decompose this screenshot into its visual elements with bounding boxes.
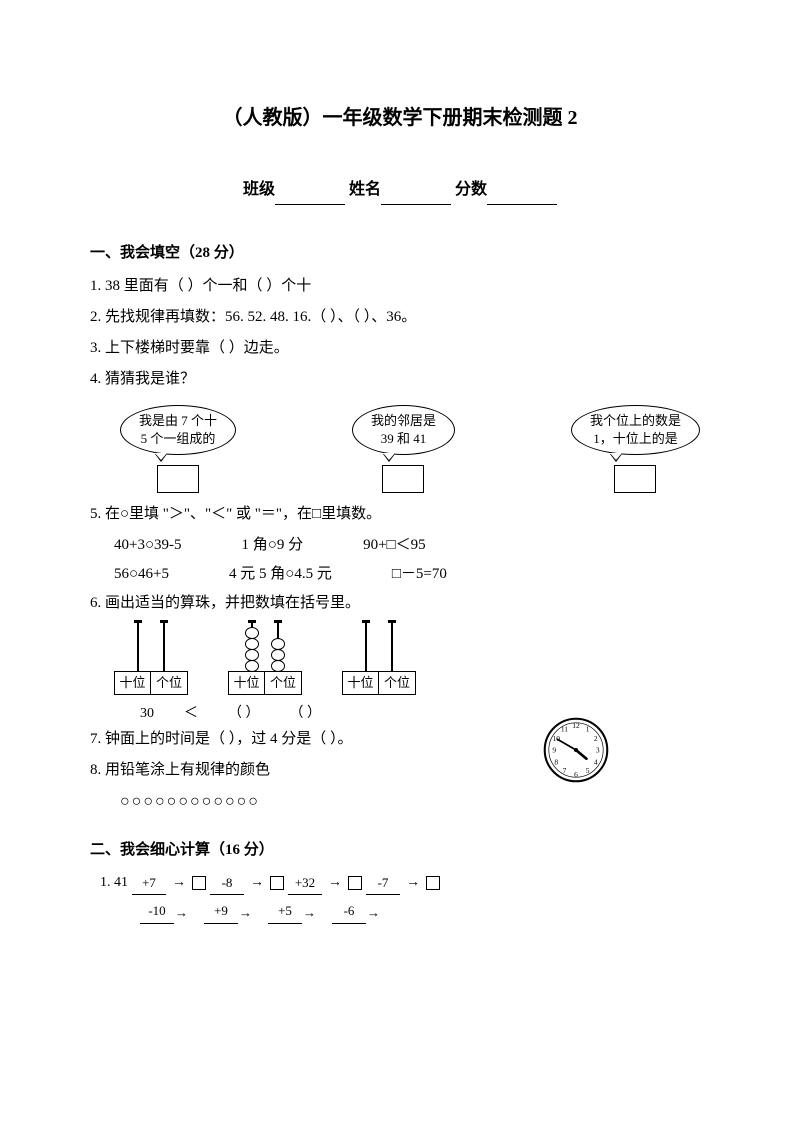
bubble-3-line2: 1，十位上的是 xyxy=(593,431,678,446)
abacus-2-tens-rod xyxy=(251,623,253,671)
answer-box-2[interactable] xyxy=(382,465,424,493)
svg-text:8: 8 xyxy=(554,758,558,767)
svg-text:10: 10 xyxy=(553,735,561,744)
chain-op-2: -8 xyxy=(210,871,244,895)
abacus-1-tens-label: 十位 xyxy=(115,672,151,694)
q6: 6. 画出适当的算珠，并把数填在括号里。 xyxy=(90,590,710,617)
bubble-1-line1: 我是由 7 个十 xyxy=(139,413,217,428)
chain-row-1: 1. 41 +7→ -8→ +32→ -7→ xyxy=(90,870,710,895)
q5-grid: 40+3○39-5 1 角○9 分 90+□＜95 56○46+5 4 元 5 … xyxy=(90,532,710,588)
bubble-group-1: 我是由 7 个十 5 个一组成的 xyxy=(120,405,236,493)
bubble-3-line1: 我个位上的数是 xyxy=(590,413,681,428)
section1-head: 一、我会填空（28 分） xyxy=(90,240,710,267)
bubble-2: 我的邻居是 39 和 41 xyxy=(352,405,455,455)
abacus-2: 十位 个位 xyxy=(228,623,302,695)
abacus-3-tens-rod xyxy=(365,623,367,671)
bubble-row: 我是由 7 个十 5 个一组成的 我的邻居是 39 和 41 我个位上的数是 1… xyxy=(90,397,710,493)
answer-box-1[interactable] xyxy=(157,465,199,493)
svg-text:11: 11 xyxy=(561,725,568,734)
abacus-1-ones-rod xyxy=(163,623,165,671)
q6-val1: 30 xyxy=(140,701,154,726)
name-blank[interactable] xyxy=(381,189,451,205)
clock-icon: 12 3 6 9 12 45 78 1011 xyxy=(542,716,610,784)
bubble-1: 我是由 7 个十 5 个一组成的 xyxy=(120,405,236,455)
arrow-icon: → xyxy=(250,870,264,895)
abacus-1: 十位 个位 xyxy=(114,623,188,695)
q8: 8. 用铅笔涂上有规律的颜色 xyxy=(90,757,710,784)
svg-text:12: 12 xyxy=(572,722,580,731)
abacus-3-ones-label: 个位 xyxy=(379,672,415,694)
class-blank[interactable] xyxy=(275,189,345,205)
abacus-1-ones-label: 个位 xyxy=(151,672,187,694)
chain2-op-4: -6 xyxy=(332,899,366,923)
bubble-2-line2: 39 和 41 xyxy=(381,431,427,446)
svg-text:3: 3 xyxy=(596,746,600,755)
abacus-3: 十位 个位 xyxy=(342,623,416,695)
student-info-line: 班级 姓名 分数 xyxy=(90,176,710,205)
section2-head: 二、我会细心计算（16 分） xyxy=(90,837,710,864)
chain-box[interactable] xyxy=(192,876,206,890)
pattern-circles: ○○○○○○○○○○○○ xyxy=(90,788,710,817)
q5-r2c1: 56○46+5 xyxy=(114,561,169,588)
chain-op-1: +7 xyxy=(132,871,166,895)
chain-start: 1. 41 xyxy=(100,870,128,895)
svg-text:7: 7 xyxy=(563,766,567,775)
svg-text:4: 4 xyxy=(594,758,598,767)
q3: 3. 上下楼梯时要靠（ ）边走。 xyxy=(90,335,710,362)
svg-text:1: 1 xyxy=(586,725,590,734)
q6-val3: （ ） xyxy=(290,701,322,726)
bubble-group-3: 我个位上的数是 1，十位上的是 xyxy=(571,405,700,493)
bead-icon xyxy=(245,660,259,672)
abacus-3-tens-label: 十位 xyxy=(343,672,379,694)
chain2-op-2: +9 xyxy=(204,899,238,923)
svg-text:9: 9 xyxy=(552,746,556,755)
chain2-op-3: +5 xyxy=(268,899,302,923)
chain2-op-1: -10 xyxy=(140,899,174,923)
q7: 7. 钟面上的时间是（ ），过 4 分是（ ）。 xyxy=(90,726,710,753)
score-label: 分数 xyxy=(455,181,487,198)
q6-val2: （ ） xyxy=(228,701,260,726)
abacus-row: 十位 个位 十位 个位 十位 xyxy=(90,623,710,695)
chain-op-3: +32 xyxy=(288,871,322,895)
q5-r1c3: 90+□＜95 xyxy=(363,532,426,559)
chain-row-2: -10 +9 +5 -6 xyxy=(90,899,710,923)
chain-box[interactable] xyxy=(348,876,362,890)
class-label: 班级 xyxy=(243,181,275,198)
svg-text:2: 2 xyxy=(594,735,598,744)
answer-box-3[interactable] xyxy=(614,465,656,493)
abacus-3-ones-rod xyxy=(391,623,393,671)
abacus-2-ones-rod xyxy=(277,623,279,671)
arrow-icon: → xyxy=(406,870,420,895)
q2: 2. 先找规律再填数：56. 52. 48. 16.（ ）、（ ）、36。 xyxy=(90,304,710,331)
bubble-1-line2: 5 个一组成的 xyxy=(141,431,216,446)
svg-text:6: 6 xyxy=(574,771,578,780)
svg-text:5: 5 xyxy=(586,766,590,775)
page-title: （人教版）一年级数学下册期末检测题 2 xyxy=(90,100,710,136)
arrow-icon: → xyxy=(328,870,342,895)
bubble-2-line1: 我的邻居是 xyxy=(371,413,436,428)
bubble-group-2: 我的邻居是 39 和 41 xyxy=(352,405,455,493)
abacus-2-tens-label: 十位 xyxy=(229,672,265,694)
chain-box[interactable] xyxy=(270,876,284,890)
q6-values: 30 ＜ （ ） （ ） xyxy=(90,701,710,726)
score-blank[interactable] xyxy=(487,189,557,205)
q4: 4. 猜猜我是谁？ xyxy=(90,366,710,393)
q1: 1. 38 里面有（ ）个一和（ ）个十 xyxy=(90,273,710,300)
bubble-3: 我个位上的数是 1，十位上的是 xyxy=(571,405,700,455)
chain-op-4: -7 xyxy=(366,871,400,895)
abacus-2-ones-label: 个位 xyxy=(265,672,301,694)
q5-r1c1: 40+3○39-5 xyxy=(114,532,182,559)
q5: 5. 在○里填 "＞"、"＜" 或 "＝"，在□里填数。 xyxy=(90,501,710,528)
q5-r2c2: 4 元 5 角○4.5 元 xyxy=(229,561,332,588)
q6-lt: ＜ xyxy=(184,701,198,726)
name-label: 姓名 xyxy=(349,181,381,198)
q5-r2c3: □－5=70 xyxy=(392,561,447,588)
chain-box[interactable] xyxy=(426,876,440,890)
q5-r1c2: 1 角○9 分 xyxy=(242,532,304,559)
abacus-1-tens-rod xyxy=(137,623,139,671)
arrow-icon: → xyxy=(172,870,186,895)
